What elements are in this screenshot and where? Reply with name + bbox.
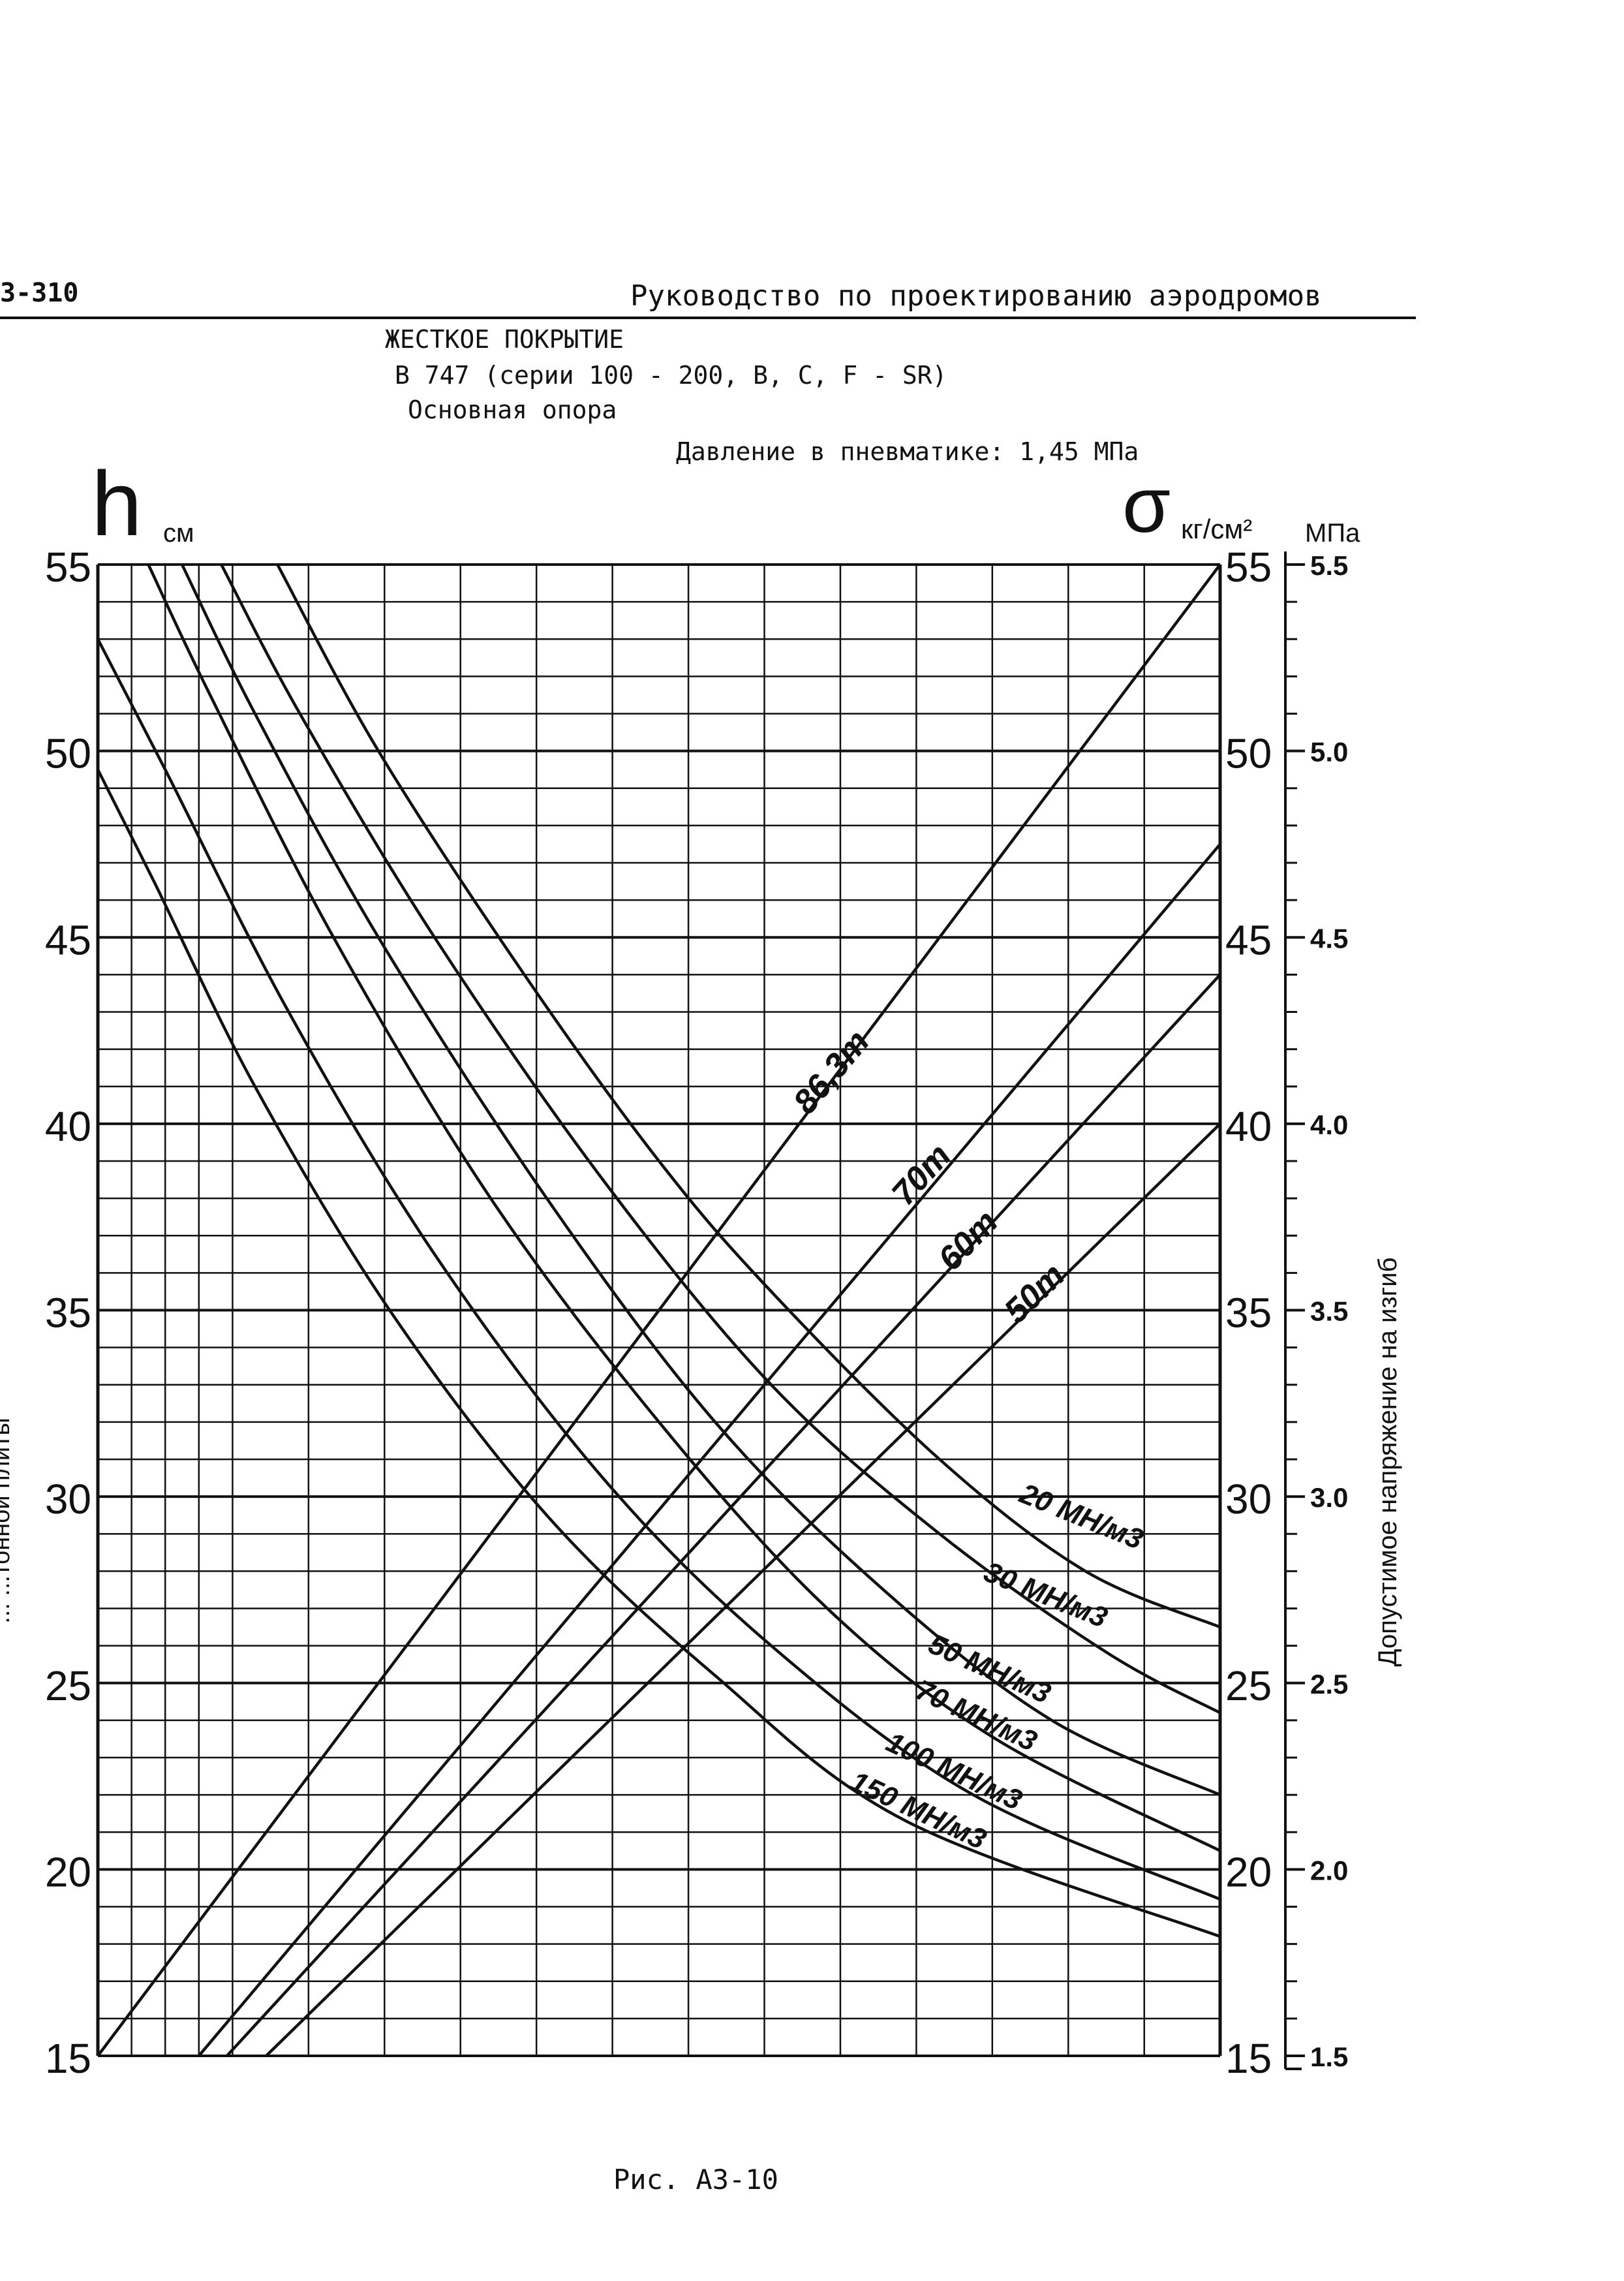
left-axis-symbol: h [91, 452, 142, 555]
aircraft-label: В 747 (серии 100 - 200, В, С, F - SR) [395, 361, 947, 390]
left-axis-unit: см [163, 519, 194, 548]
right-tick-label: 40 [1225, 1103, 1272, 1150]
load-line-label: 50т [997, 1256, 1072, 1331]
header-rule [0, 317, 1416, 319]
subgrade-curve [97, 638, 1221, 1901]
load-line [226, 973, 1221, 2057]
left-tick-label: 55 [45, 544, 91, 591]
mpa-axis-unit: МПа [1305, 519, 1360, 548]
mpa-tick-label: 4.5 [1310, 923, 1348, 954]
right-tick-label: 15 [1225, 2035, 1272, 2082]
left-axis-title: ... ...тонной плиты [0, 1418, 15, 1624]
load-line-label: 60т [931, 1203, 1005, 1278]
mpa-tick-label: 2.5 [1310, 1669, 1348, 1699]
mpa-tick-label: 3.5 [1310, 1296, 1348, 1327]
left-tick-label: 30 [45, 1476, 91, 1523]
right-tick-label: 45 [1225, 916, 1272, 963]
left-tick-label: 45 [45, 916, 91, 963]
right-tick-label: 30 [1225, 1476, 1272, 1523]
load-line [97, 563, 1221, 2057]
subgrade-curve [276, 563, 1221, 1629]
pavement-type-label: ЖЕСТКОЕ ПОКРЫТИЕ [385, 325, 624, 354]
subgrade-curve [220, 563, 1221, 1715]
left-tick-label: 50 [45, 730, 91, 777]
subgrade-curve [147, 564, 1221, 1852]
right-tick-label: 25 [1225, 1662, 1272, 1709]
left-tick-label: 35 [45, 1290, 91, 1337]
load-line [198, 843, 1221, 2057]
left-tick-label: 25 [45, 1662, 91, 1709]
mpa-axis-title: Допустимое напряжение на изгиб [1373, 1258, 1402, 1667]
mpa-tick-label: 2.0 [1310, 1855, 1348, 1885]
subgrade-curve [96, 769, 1221, 1938]
mpa-tick-label: 1.5 [1310, 2041, 1348, 2072]
mpa-tick-label: 5.5 [1310, 550, 1348, 581]
mpa-tick-label: 5.0 [1310, 737, 1348, 768]
left-tick-label: 20 [45, 1848, 91, 1895]
subgrade-curve-label: 20 МН/м3 [1015, 1477, 1148, 1555]
right-axis-unit: кг/см² [1181, 514, 1252, 544]
tire-pressure-label: Давление в пневматике: 1,45 МПа [676, 437, 1139, 466]
document-title: Руководство по проектированию аэродромов [630, 279, 1322, 313]
subgrade-curve [180, 564, 1221, 1797]
subgrade-curve-label: 30 МН/м3 [979, 1556, 1112, 1634]
right-axis-symbol: σ [1122, 461, 1171, 549]
mpa-tick-label: 3.0 [1310, 1482, 1348, 1513]
left-tick-label: 40 [45, 1103, 91, 1150]
left-tick-label: 15 [45, 2035, 91, 2082]
right-tick-label: 20 [1225, 1848, 1272, 1895]
gear-label: Основная опора [408, 396, 617, 424]
figure-caption: Рис. А3-10 [613, 2164, 778, 2196]
load-line-label: 86,3т [786, 1023, 877, 1121]
right-tick-label: 50 [1225, 730, 1272, 777]
mpa-tick-label: 4.0 [1310, 1109, 1348, 1140]
right-tick-label: 35 [1225, 1290, 1272, 1337]
load-line [265, 1123, 1221, 2057]
load-line-label: 70т [885, 1137, 958, 1213]
right-tick-label: 55 [1225, 544, 1272, 591]
document-code: 3-310 [0, 278, 79, 308]
